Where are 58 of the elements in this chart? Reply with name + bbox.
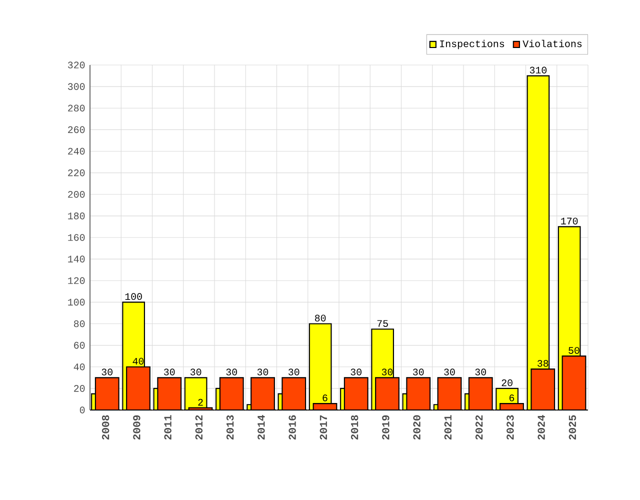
y-tick-label: 240 — [68, 148, 85, 155]
data-label: 6 — [509, 394, 514, 402]
x-tick-label: 2014 — [258, 415, 265, 440]
legend-label: Inspections — [440, 40, 504, 50]
y-tick-label: 220 — [68, 169, 85, 176]
x-tick-label: 2018 — [350, 415, 358, 440]
data-label: 310 — [530, 66, 547, 74]
x-tick-label: 2025 — [568, 415, 576, 440]
x-tick-label: 2012 — [195, 415, 203, 440]
x-tick-label: 2023 — [506, 415, 514, 440]
data-label: 20 — [502, 379, 512, 386]
x-tick-label: 2009 — [133, 415, 140, 440]
x-tick-label: 2011 — [164, 415, 172, 440]
y-tick-label: 40 — [74, 363, 85, 370]
y-tick-label: 280 — [68, 104, 85, 112]
y-tick-label: 0 — [80, 406, 85, 414]
data-label: 6 — [322, 394, 328, 402]
x-tick-label: 2024 — [538, 415, 545, 440]
y-tick-label: 180 — [68, 212, 85, 220]
data-label: 30 — [413, 368, 424, 376]
data-label: 30 — [288, 368, 300, 376]
x-tick-label: 2022 — [475, 415, 483, 440]
data-label: 2 — [198, 398, 203, 406]
x-tick-label: 2020 — [413, 415, 420, 440]
x-tick-label: 2008 — [102, 415, 110, 440]
data-label: 40 — [132, 358, 144, 365]
y-tick-label: 120 — [68, 277, 85, 284]
x-tick-label: 2013 — [226, 415, 234, 440]
data-label: 30 — [190, 368, 202, 376]
y-tick-label: 320 — [68, 62, 85, 68]
y-tick-label: 160 — [68, 234, 85, 241]
data-label: 30 — [226, 368, 237, 376]
data-label: 170 — [561, 218, 578, 224]
y-tick-label: 200 — [68, 190, 85, 198]
y-tick-label: 80 — [74, 320, 85, 328]
y-tick-label: 300 — [68, 83, 85, 90]
y-tick-label: 260 — [68, 126, 85, 134]
y-tick-label: 60 — [74, 342, 85, 349]
data-label: 30 — [444, 368, 455, 376]
y-tick-label: 140 — [68, 256, 85, 262]
x-tick-label: 2021 — [444, 415, 452, 440]
y-tick-label: 20 — [74, 385, 85, 392]
data-label: 30 — [350, 368, 362, 376]
data-label: 100 — [125, 293, 142, 300]
data-label: 30 — [382, 368, 393, 376]
x-tick-label: 2017 — [320, 415, 328, 440]
data-label: 75 — [377, 320, 388, 327]
data-label: 38 — [538, 360, 548, 367]
data-label: 30 — [257, 368, 268, 376]
legend-label: Violations — [522, 40, 582, 48]
y-tick-label: 100 — [68, 298, 85, 306]
data-label: 30 — [164, 368, 175, 376]
data-label: 30 — [475, 368, 486, 376]
data-label: 50 — [568, 347, 580, 354]
x-tick-label: 2019 — [382, 415, 390, 440]
data-label: 80 — [314, 314, 326, 322]
data-label: 30 — [102, 368, 112, 376]
x-tick-label: 2016 — [288, 415, 296, 440]
